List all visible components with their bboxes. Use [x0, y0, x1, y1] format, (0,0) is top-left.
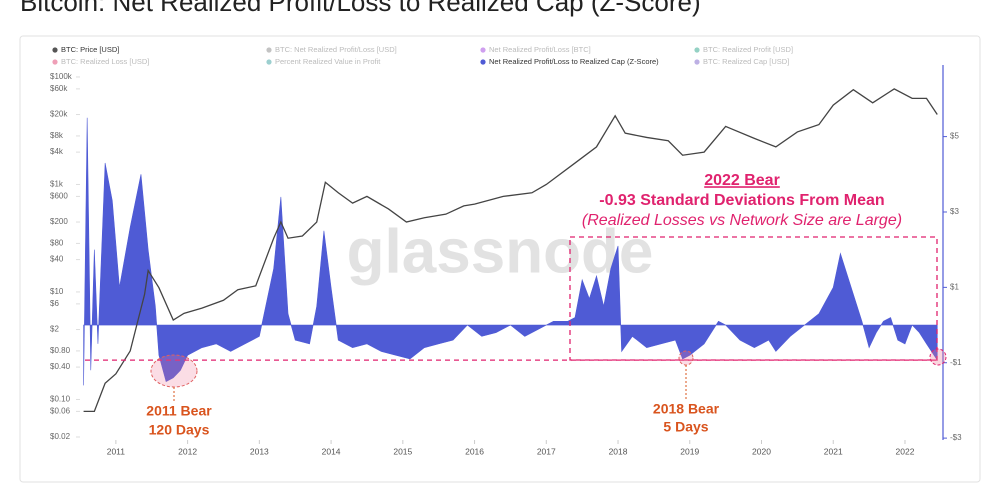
- x-tick-label: 2011: [107, 446, 126, 456]
- annotation: 120 Days: [149, 422, 210, 438]
- chart-card: [19, 35, 981, 483]
- legend-label: Net Realized Profit/Loss to Realized Cap…: [489, 57, 659, 66]
- legend-label: BTC: Realized Cap [USD]: [703, 57, 789, 66]
- legend-swatch: [480, 59, 486, 65]
- legend-swatch: [266, 59, 272, 65]
- x-tick-label: 2012: [178, 446, 197, 456]
- y-tick-label: $0.02: [50, 432, 71, 441]
- legend-label: BTC: Price [USD]: [61, 45, 119, 54]
- x-tick-label: 2021: [824, 446, 843, 456]
- x-tick-label: 2016: [465, 446, 484, 456]
- y-tick-label: $600: [50, 191, 68, 200]
- annotation: 2018 Bear: [653, 401, 720, 417]
- annotation: 5 Days: [663, 419, 708, 435]
- x-tick-label: 2014: [322, 446, 341, 456]
- highlight-box: [569, 236, 938, 361]
- y-tick-label: $20k: [50, 110, 68, 119]
- x-tick-label: 2015: [393, 446, 412, 456]
- y-tick-label: $0.06: [50, 406, 71, 415]
- y-tick-label: $200: [50, 217, 68, 226]
- highlight-circle: [678, 350, 694, 366]
- legend-swatch: [52, 59, 58, 65]
- y-tick-label: $8k: [50, 131, 64, 140]
- legend-swatch: [52, 47, 58, 53]
- watermark: glassnode: [347, 217, 654, 286]
- y-tick-label: $6: [50, 299, 59, 308]
- highlight-circle: [929, 348, 947, 366]
- x-tick-label: 2018: [609, 446, 628, 456]
- y-tick-label: $10: [50, 287, 64, 296]
- x-tick-label: 2022: [896, 446, 915, 456]
- x-tick-label: 2019: [680, 446, 699, 456]
- y2-tick-label: $3: [950, 207, 959, 216]
- legend-label: Percent Realized Value in Profit: [275, 57, 381, 66]
- y-tick-label: $1k: [50, 180, 64, 189]
- legend-swatch: [694, 59, 700, 65]
- y-tick-label: $40: [50, 255, 64, 264]
- y-tick-label: $60k: [50, 84, 68, 93]
- annotation: 2011 Bear: [146, 403, 212, 419]
- y-tick-label: $0.80: [50, 346, 71, 355]
- chart-title: Bitcoin: Net Realized Profit/Loss to Rea…: [20, 0, 701, 17]
- x-tick-label: 2013: [250, 446, 269, 456]
- price-line: [83, 88, 938, 413]
- y2-tick-label: -$1: [950, 358, 962, 367]
- legend-swatch: [480, 47, 486, 53]
- legend-label: Net Realized Profit/Loss [BTC]: [489, 45, 591, 54]
- y-tick-label: $0.40: [50, 362, 71, 371]
- annotation: -0.93 Standard Deviations From Mean: [599, 192, 884, 209]
- annotation: (Realized Losses vs Network Size are Lar…: [582, 212, 902, 229]
- y-tick-label: $80: [50, 239, 64, 248]
- highlight-circle: [150, 354, 198, 388]
- y-tick-label: $100k: [50, 72, 73, 81]
- z-score-area: [83, 117, 938, 386]
- legend-swatch: [694, 47, 700, 53]
- legend-swatch: [266, 47, 272, 53]
- x-tick-label: 2017: [537, 446, 556, 456]
- x-tick-label: 2020: [752, 446, 771, 456]
- y-tick-label: $0.10: [50, 395, 71, 404]
- legend-label: BTC: Realized Profit [USD]: [703, 45, 793, 54]
- y2-tick-label: -$3: [950, 433, 962, 442]
- y2-tick-label: $1: [950, 282, 959, 291]
- legend-label: BTC: Net Realized Profit/Loss [USD]: [275, 45, 397, 54]
- y2-tick-label: $5: [950, 132, 959, 141]
- annotation: 2022 Bear: [704, 172, 780, 189]
- y-tick-label: $4k: [50, 147, 64, 156]
- y-tick-label: $2: [50, 325, 59, 334]
- legend-label: BTC: Realized Loss [USD]: [61, 57, 149, 66]
